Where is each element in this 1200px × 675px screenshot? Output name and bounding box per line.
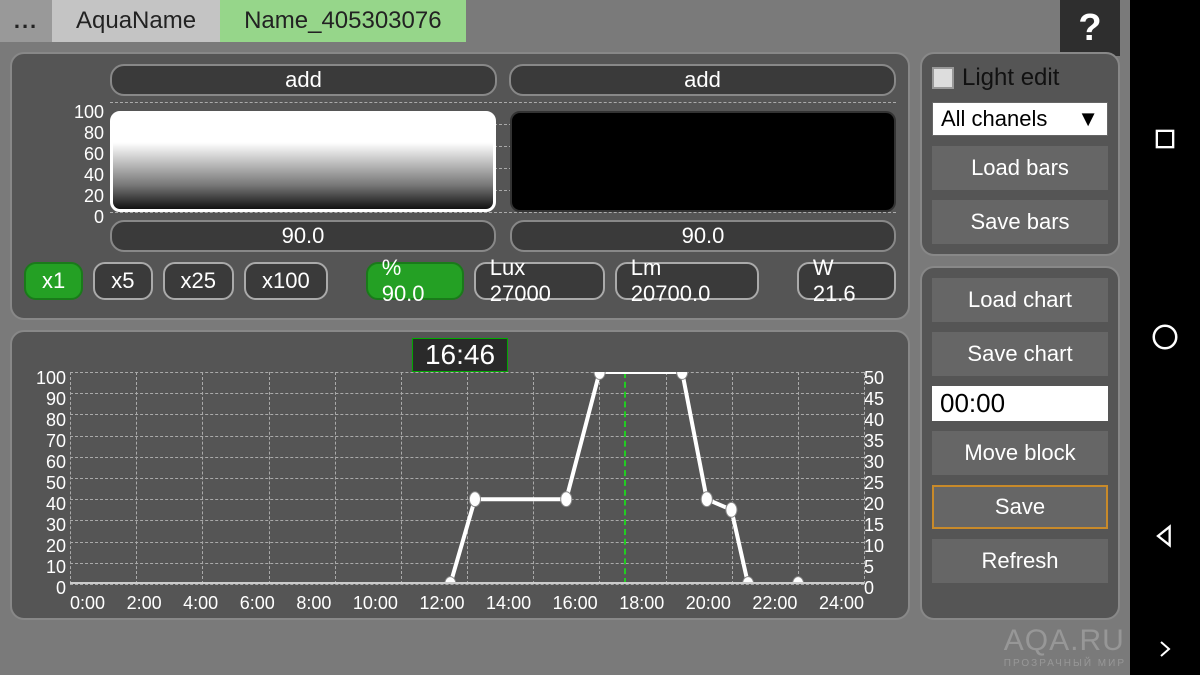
mult-x1-button[interactable]: x1 (24, 262, 83, 300)
refresh-button[interactable]: Refresh (932, 539, 1108, 583)
add-bar-2-button[interactable]: add (509, 64, 896, 96)
menu-dots-button[interactable]: ... (0, 0, 52, 42)
percent-display[interactable]: % 90.0 (366, 262, 464, 300)
chart-panel: 16:46 1009080706050403020100 50454035302… (10, 330, 910, 620)
bar-1[interactable] (110, 102, 496, 212)
channel-select[interactable]: All chanels▼ (932, 102, 1108, 136)
chevron-down-icon: ▼ (1077, 106, 1099, 132)
light-edit-label: Light edit (962, 64, 1059, 92)
nav-home-icon[interactable] (1150, 322, 1180, 352)
save-chart-button[interactable]: Save chart (932, 332, 1108, 376)
mult-x100-button[interactable]: x100 (244, 262, 328, 300)
nav-recent-icon[interactable] (1151, 125, 1179, 153)
chart-x-axis: 0:002:004:006:008:0010:0012:0014:0016:00… (70, 593, 864, 614)
right-panel-top: Light edit All chanels▼ Load bars Save b… (920, 52, 1120, 256)
mult-x25-button[interactable]: x25 (163, 262, 234, 300)
right-panel-bottom: Load chart Save chart 00:00 Move block S… (920, 266, 1120, 620)
light-edit-checkbox[interactable] (932, 67, 954, 89)
move-block-button[interactable]: Move block (932, 431, 1108, 475)
time-input[interactable]: 00:00 (932, 386, 1108, 421)
android-navbar (1130, 0, 1200, 675)
save-button[interactable]: Save (932, 485, 1108, 529)
bar-2[interactable] (510, 102, 896, 212)
bar-1-value[interactable]: 90.0 (110, 220, 496, 252)
bars-y-axis: 100 80 60 40 20 0 (24, 102, 110, 212)
bars-panel: add add 100 80 60 40 20 0 (10, 52, 910, 320)
load-bars-button[interactable]: Load bars (932, 146, 1108, 190)
add-bar-1-button[interactable]: add (110, 64, 497, 96)
lumens-display: Lm 20700.0 (615, 262, 759, 300)
nav-forward-icon[interactable] (1153, 637, 1177, 661)
mult-x5-button[interactable]: x5 (93, 262, 152, 300)
chart-time-badge: 16:46 (412, 338, 508, 372)
watermark: AQA.RU ПРОЗРАЧНЫЙ МИР (1004, 624, 1126, 669)
chart-y-left: 1009080706050403020100 (22, 368, 66, 588)
chart-area[interactable] (70, 372, 864, 584)
tab-name[interactable]: Name_405303076 (220, 0, 466, 42)
tab-aqua[interactable]: AquaName (52, 0, 220, 42)
load-chart-button[interactable]: Load chart (932, 278, 1108, 322)
wattage-display: W 21.6 (797, 262, 896, 300)
lux-display: Lux 27000 (474, 262, 605, 300)
chart-y-right: 50454035302520151050 (864, 368, 898, 588)
save-bars-button[interactable]: Save bars (932, 200, 1108, 244)
bar-2-value[interactable]: 90.0 (510, 220, 896, 252)
nav-back-icon[interactable] (1151, 522, 1179, 550)
